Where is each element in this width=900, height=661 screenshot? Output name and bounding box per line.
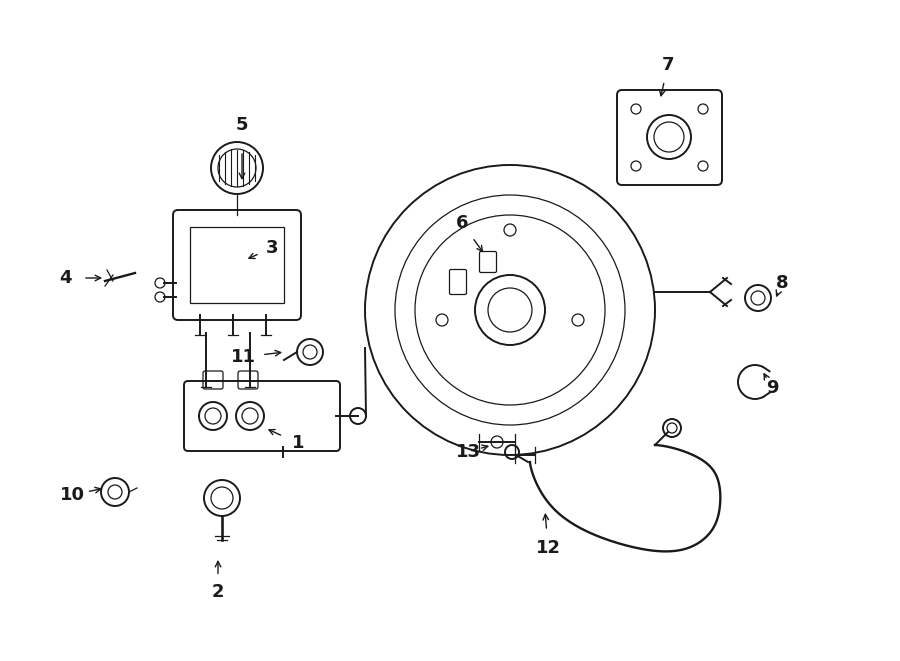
Text: 2: 2 <box>212 583 224 601</box>
Text: 8: 8 <box>776 274 788 292</box>
Text: 9: 9 <box>766 379 778 397</box>
Bar <box>190 227 284 303</box>
Text: 6: 6 <box>455 214 468 232</box>
Text: 1: 1 <box>292 434 304 452</box>
Text: 5: 5 <box>236 116 248 134</box>
Text: 3: 3 <box>266 239 278 257</box>
Text: 11: 11 <box>230 348 256 366</box>
Text: 13: 13 <box>455 443 481 461</box>
Text: 12: 12 <box>536 539 561 557</box>
Text: 10: 10 <box>59 486 85 504</box>
Text: 7: 7 <box>662 56 674 74</box>
Text: 4: 4 <box>58 269 71 287</box>
